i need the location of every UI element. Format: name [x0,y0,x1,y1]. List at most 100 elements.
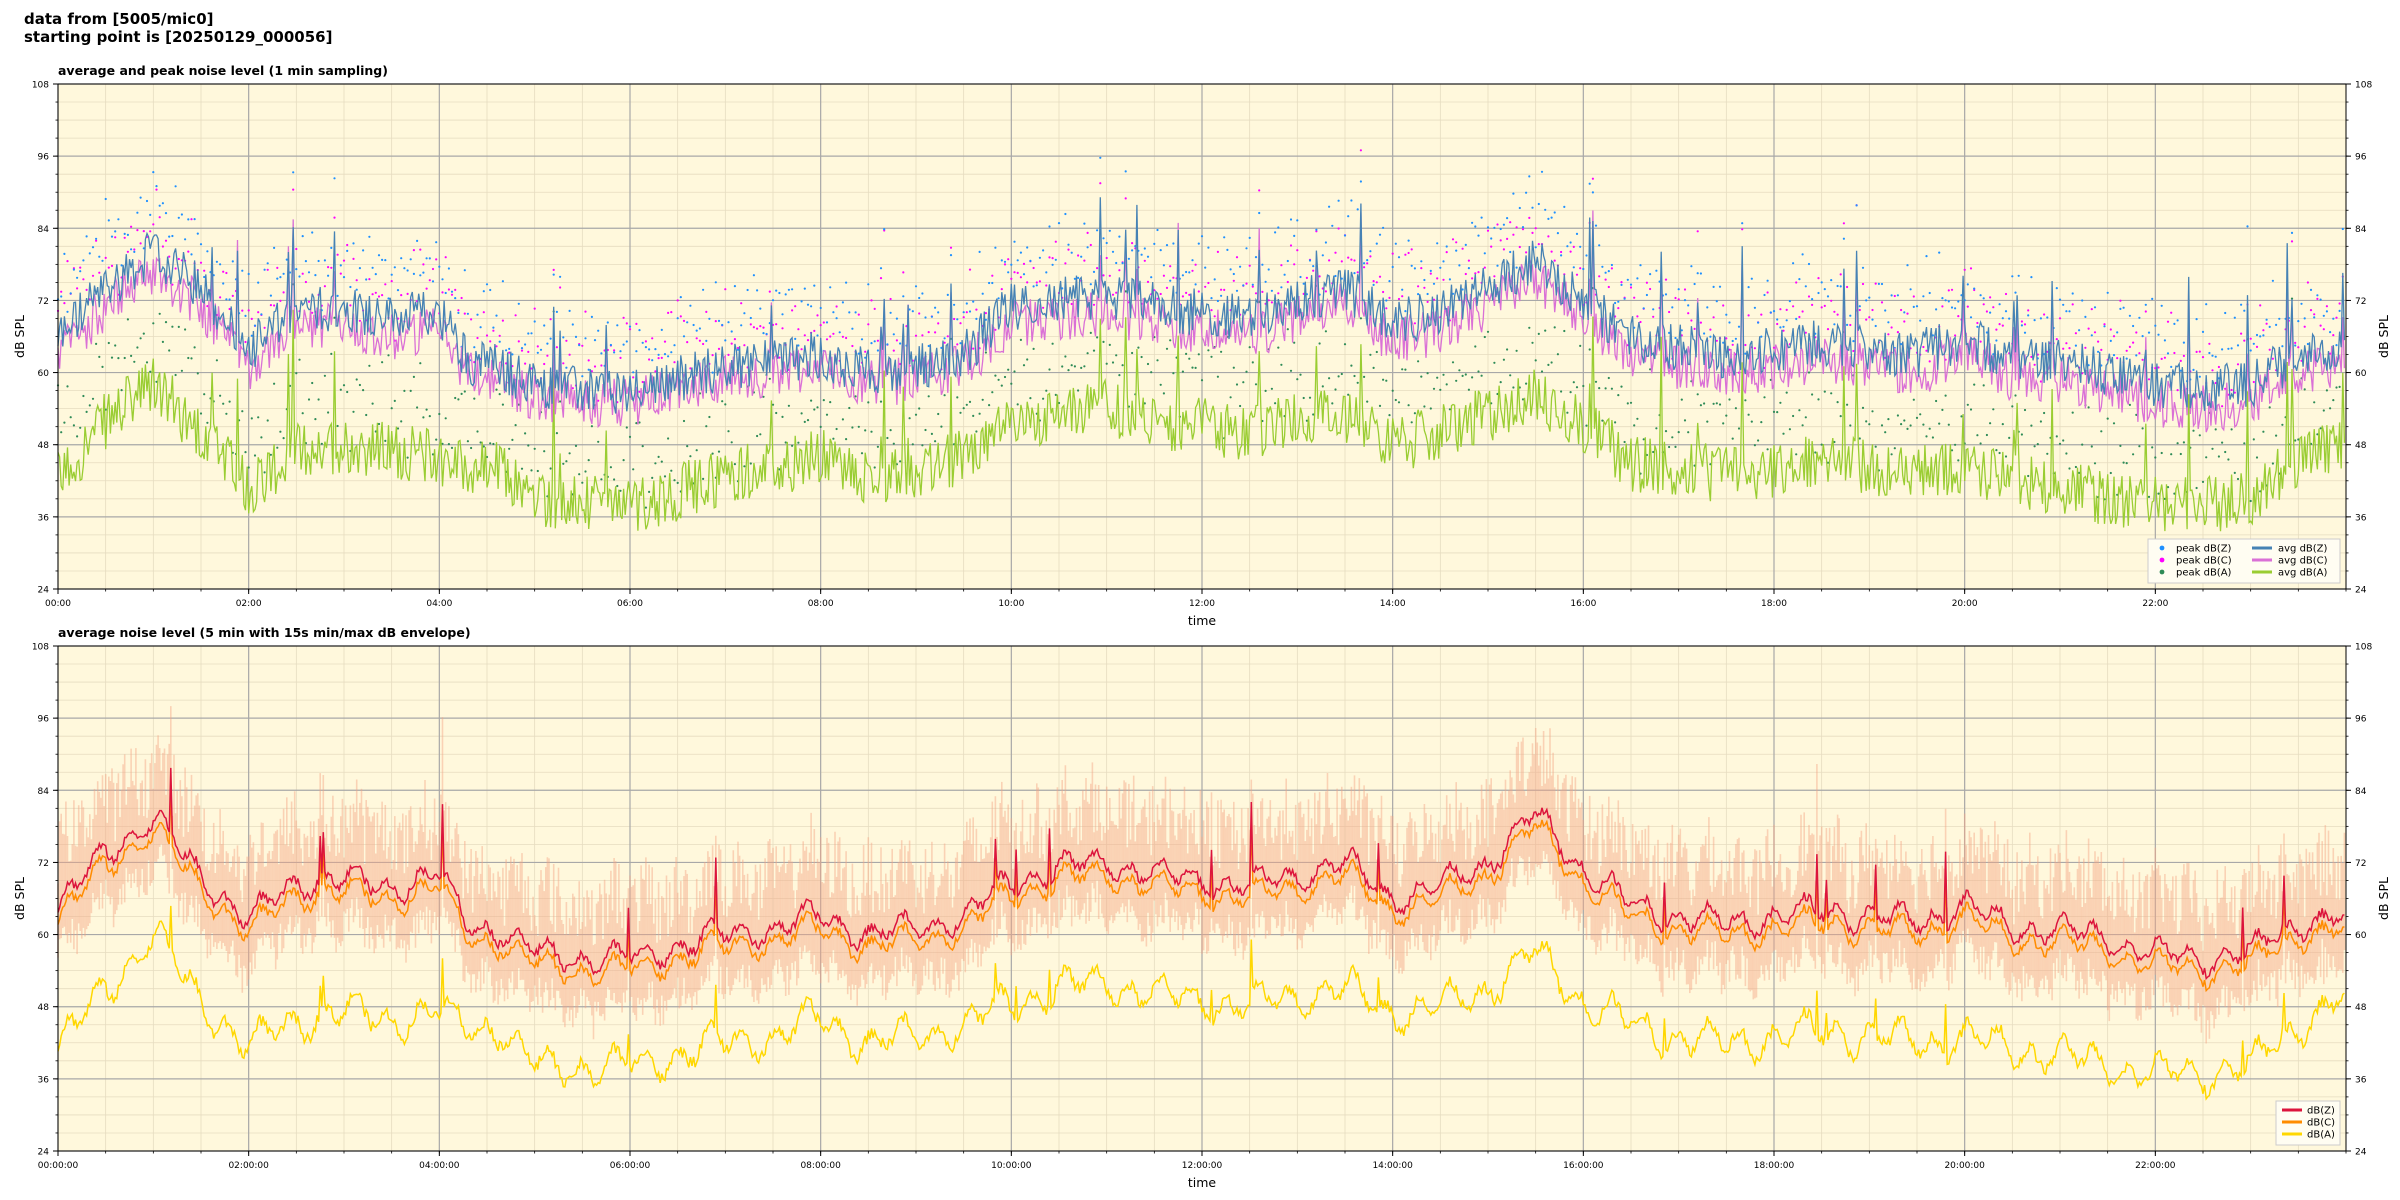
data-point [1728,321,1731,324]
data-point [1455,379,1458,382]
data-point [1540,370,1544,373]
data-point [416,239,419,242]
data-point [1000,384,1003,387]
data-point [1372,280,1375,283]
chart-panel-2: average noise level (5 min with 15s min/… [12,625,2391,1190]
data-point [825,413,829,416]
data-point [2316,297,2319,300]
data-point [571,387,574,390]
data-point [1820,443,1823,446]
data-point [2020,320,2023,323]
data-point [1874,324,1877,328]
data-point [1779,326,1782,329]
data-point [2071,303,2074,306]
data-point [1200,235,1204,238]
data-point [1191,366,1194,369]
data-point [1083,259,1086,262]
data-point [101,365,104,368]
data-point [2179,369,2182,372]
data-point [1995,328,1998,331]
data-point [574,335,578,338]
series-line-z [57,767,2345,981]
data-point [2294,344,2297,347]
data-point [1417,285,1420,288]
data-point [1394,398,1397,402]
data-point [2313,316,2316,319]
data-point [1146,362,1150,366]
data-point [1350,199,1353,202]
data-point [244,451,247,454]
data-point [164,321,168,324]
data-point [819,324,822,327]
data-point [2154,456,2157,459]
data-point [1369,250,1372,253]
data-point [492,442,495,446]
data-point [813,284,816,287]
data-point [1423,405,1426,408]
data-point [2243,309,2246,312]
data-point [565,339,568,342]
data-point [2138,352,2141,355]
x-axis-label: time [1188,1175,1217,1190]
data-point [1407,251,1410,255]
data-point [1372,283,1375,286]
data-point [981,292,984,295]
data-point [1909,288,1912,291]
data-point [883,228,886,231]
data-point [2319,298,2322,301]
data-point [1204,266,1207,269]
data-point [501,403,504,406]
data-point [978,250,981,253]
data-point [514,424,517,427]
data-point [1649,287,1652,291]
data-point [66,260,69,263]
data-point [1588,348,1591,351]
data-point [419,362,422,365]
data-point [628,435,632,438]
data-point [854,311,857,314]
data-point [781,415,784,418]
data-point [2160,357,2163,360]
data-point [781,327,784,330]
data-point [2151,297,2154,300]
data-point [508,351,511,354]
data-point [1347,393,1350,396]
data-point [333,216,336,219]
data-point [2147,331,2151,334]
data-point [1378,404,1382,407]
data-point [406,292,409,295]
data-point [1223,236,1226,239]
data-point [457,309,460,312]
data-point [775,289,778,292]
data-point [1261,263,1264,266]
data-point [1254,256,1258,259]
data-point [1143,402,1146,405]
data-point [1312,265,1315,268]
data-point [1871,308,1874,312]
data-point [1493,361,1496,364]
data-point [1833,310,1836,313]
data-point [654,462,657,465]
data-point [914,285,918,288]
data-point [1388,414,1391,417]
data-point [1038,256,1041,259]
data-point [1026,246,1029,249]
data-point [260,436,263,439]
data-point [1471,277,1474,280]
data-point [1671,306,1674,309]
data-point [705,339,708,342]
data-point [1604,271,1607,274]
data-point [431,267,435,271]
data-point [711,354,714,357]
data-point [1280,286,1283,289]
data-point [2198,375,2201,378]
data-point [1696,272,1699,275]
data-point [374,273,377,276]
data-point [196,232,199,235]
data-point [1836,284,1839,288]
data-point [187,356,190,360]
data-point [1077,389,1080,392]
data-point [1140,253,1143,256]
data-point [1954,307,1957,310]
data-point [203,275,206,279]
